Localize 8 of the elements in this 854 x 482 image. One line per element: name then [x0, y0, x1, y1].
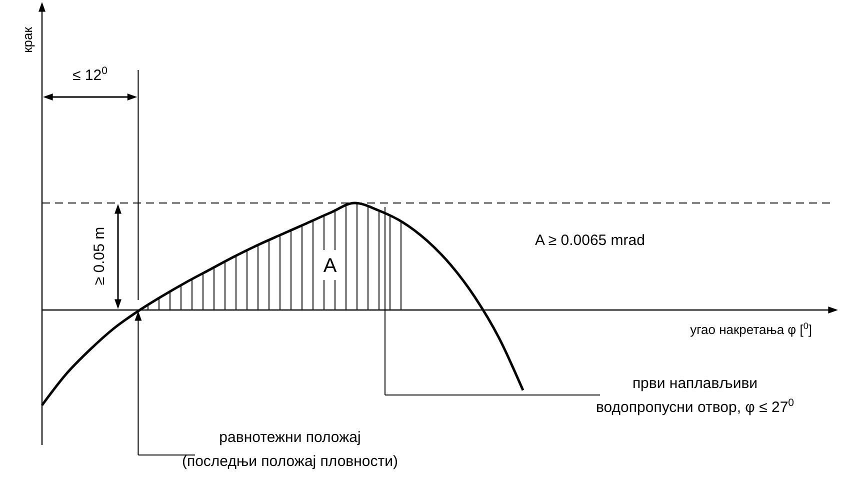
- text: угао накретања φ [$^{0}$]: [690, 321, 812, 337]
- text: равнотежни положај (последњи положај пловности): [182, 429, 398, 470]
- annotation: ≥ 0.05 m: [91, 226, 108, 286]
- annotation: A: [323, 255, 338, 277]
- annotation: A ≥ 0.0065 mrad: [535, 232, 645, 249]
- text: први наплављиви водопропусни отвор, φ ≤ 27$^{0}$: [596, 375, 794, 416]
- text: ≤ 12$^{0}$: [72, 65, 108, 84]
- text: крак: [20, 26, 35, 53]
